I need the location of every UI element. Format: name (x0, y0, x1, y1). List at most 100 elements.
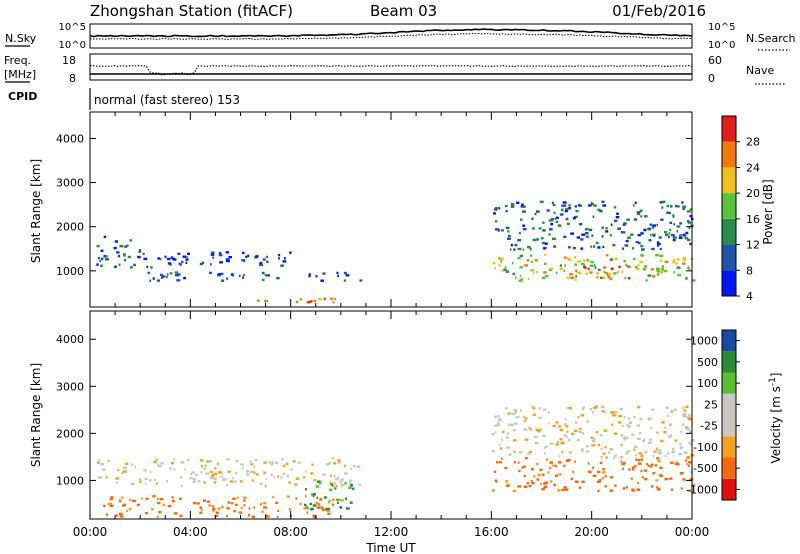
echo-cell (336, 484, 338, 488)
echo-cell (659, 254, 664, 257)
noise-sky-label: N.Sky (5, 32, 37, 45)
colorbar-segment (722, 478, 736, 501)
echo-cell (262, 258, 266, 261)
echo-cell (220, 272, 224, 275)
echo-cell (685, 405, 689, 409)
echo-cell (533, 475, 536, 478)
echo-cell (213, 481, 217, 484)
echo-cell (518, 451, 523, 454)
echo-cell (566, 276, 570, 279)
echo-cell (601, 409, 605, 413)
echo-cell (672, 261, 675, 264)
echo-cell (536, 271, 538, 274)
echo-cell (156, 279, 160, 282)
echo-cell (583, 265, 587, 269)
colorbar-tick-label: 500 (697, 356, 718, 369)
echo-cell (505, 270, 510, 273)
echo-cell (644, 478, 648, 481)
echo-cell (149, 470, 152, 473)
echo-cell (604, 446, 607, 449)
echo-cell (575, 275, 577, 278)
echo-cell (669, 205, 673, 208)
echo-cell (531, 482, 535, 485)
echo-cell (177, 273, 181, 276)
echo-cell (157, 501, 161, 505)
echo-cell (581, 407, 585, 410)
echo-cell (521, 466, 524, 469)
echo-cell (567, 458, 571, 462)
echo-cell (496, 461, 499, 464)
echo-cell (691, 279, 696, 282)
echo-cell (548, 233, 551, 236)
echo-cell (500, 257, 504, 260)
date-label: 01/Feb/2016 (612, 2, 706, 20)
echo-cell (522, 248, 525, 251)
echo-cell (98, 476, 100, 479)
echo-cell (688, 413, 691, 417)
echo-cell (637, 482, 639, 485)
echo-cell (229, 480, 233, 483)
echo-cell (104, 255, 108, 258)
echo-cell (570, 477, 573, 481)
echo-cell (290, 468, 293, 471)
echo-cell (588, 204, 592, 207)
echo-cell (566, 430, 569, 433)
echo-cell (154, 458, 159, 461)
colorbar-tick-label: 24 (746, 161, 760, 174)
echo-cell (632, 466, 635, 469)
echo-cell (262, 501, 267, 505)
echo-cell (238, 511, 243, 514)
echo-cell (98, 458, 101, 462)
echo-cell (666, 204, 670, 208)
echo-cell (543, 271, 547, 274)
echo-cell (513, 409, 518, 412)
echo-cell (663, 431, 667, 434)
colorbar-tick-label: 28 (746, 136, 760, 149)
noise-left-tick-top: 10^5 (59, 22, 86, 33)
echo-cell (546, 209, 550, 212)
echo-cell (190, 473, 192, 476)
echo-cell (317, 503, 321, 506)
echo-cell (116, 514, 118, 517)
echo-cell (605, 456, 608, 459)
echo-cell (666, 452, 670, 455)
echo-cell (677, 273, 681, 277)
echo-cell (337, 476, 339, 479)
echo-cell (283, 257, 286, 260)
echo-cell (580, 247, 584, 250)
echo-cell (100, 249, 104, 252)
echo-cell (349, 501, 353, 504)
echo-cell (239, 463, 244, 466)
echo-cell (580, 238, 584, 241)
echo-cell (547, 471, 550, 474)
echo-cell (130, 482, 135, 486)
echo-cell (545, 274, 549, 278)
echo-cell (615, 216, 620, 219)
echo-cell (312, 495, 315, 498)
echo-cell (633, 445, 638, 448)
echo-cell (507, 230, 510, 233)
echo-cell (633, 448, 636, 452)
echo-cell (319, 498, 322, 501)
echo-cell (226, 507, 230, 510)
time-axis-ticks: 00:00 04:00 08:00 12:00 16:00 20:00 00:00 (73, 525, 710, 539)
colorbar-segment (722, 167, 736, 194)
echo-cell (537, 473, 541, 477)
echo-cell (531, 268, 535, 272)
echo-cell (589, 271, 593, 274)
echo-cell (604, 485, 607, 488)
echo-cell (626, 423, 629, 427)
echo-cell (523, 485, 528, 488)
echo-cell (147, 271, 150, 275)
echo-cell (544, 452, 546, 455)
echo-cell (561, 208, 564, 211)
echo-cell (596, 276, 599, 279)
echo-cell (217, 273, 222, 276)
echo-cell (247, 514, 251, 517)
echo-cell (539, 200, 544, 203)
echo-cell (109, 497, 114, 501)
echo-cell (259, 482, 263, 485)
echo-cell (538, 407, 541, 410)
echo-cell (574, 205, 578, 208)
echo-cell (169, 272, 173, 275)
